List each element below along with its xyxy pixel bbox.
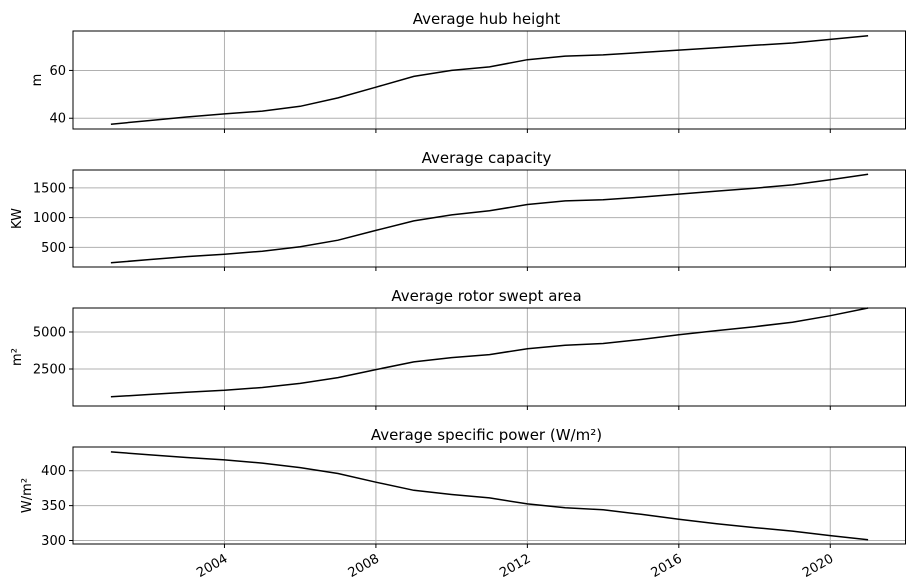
subplot-1: 40 60 Average hub height m (30, 10, 906, 133)
y-tick-label: 300 (41, 534, 66, 549)
y-tick-label: 1500 (33, 181, 66, 196)
subplot-title: Average rotor swept area (391, 287, 581, 305)
y-axis-label: KW (10, 208, 25, 229)
axes-frame (72, 169, 906, 268)
y-axis-label: W/m² (20, 478, 35, 513)
subplot-title: Average specific power (W/m²) (371, 426, 602, 444)
subplot-title: Average hub height (413, 10, 561, 28)
x-tick-label: 2008 (346, 551, 382, 581)
series-line (110, 173, 869, 264)
y-tick-label: 500 (41, 241, 66, 256)
subplot-4: 300 350 400 Average specific power (W/m²) W/… (20, 426, 906, 549)
y-axis-label: m (30, 74, 45, 87)
series-line (110, 307, 869, 398)
y-tick-label: 1000 (33, 211, 66, 226)
x-tick-label: 2012 (497, 551, 533, 581)
subplot-3: 2500 5000 Average rotor swept area m² (10, 287, 906, 410)
series-line (110, 451, 869, 541)
y-tick-label: 5000 (33, 325, 66, 340)
y-axis-label: m² (10, 348, 25, 366)
y-tick-label: 350 (41, 499, 66, 514)
y-tick-label: 60 (49, 64, 66, 79)
y-tick-label: 40 (49, 112, 66, 127)
x-tick-label: 2016 (649, 551, 685, 581)
y-tick-label: 400 (41, 464, 66, 479)
axes-frame (72, 30, 906, 130)
subplot-2: 500 1000 1500 Average capacity KW (10, 149, 906, 271)
subplot-title: Average capacity (422, 149, 552, 167)
x-tick-label: 2020 (800, 551, 836, 581)
x-tick-label: 2004 (194, 551, 230, 581)
series-line (110, 35, 869, 125)
y-tick-label: 2500 (33, 362, 66, 377)
